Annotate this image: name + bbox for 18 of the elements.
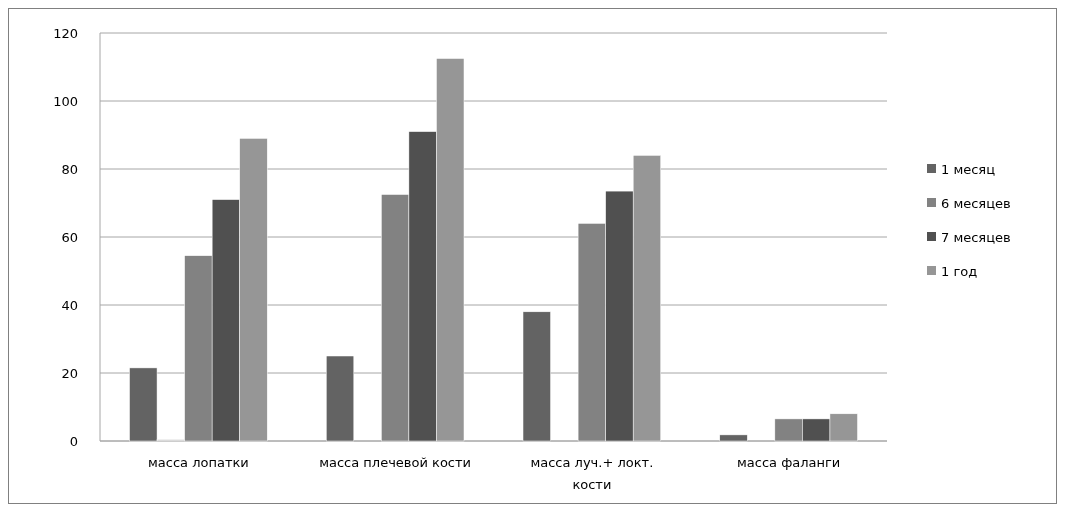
y-tick-label: 120 (53, 25, 78, 41)
x-tick-label: масса луч.+ локт. кости (530, 455, 654, 492)
y-tick-label: 100 (53, 93, 78, 109)
bar (719, 434, 748, 442)
legend-label: 1 год (941, 263, 978, 279)
legend-label: 6 месяцев (941, 195, 1011, 211)
x-tick-label: масса фаланги (736, 455, 841, 470)
y-tick-label: 80 (61, 161, 78, 177)
legend-label: 1 месяц (941, 161, 996, 177)
y-tick-label: 20 (61, 365, 78, 381)
bar (326, 355, 355, 442)
y-tick-label: 60 (61, 229, 78, 245)
bar (522, 311, 551, 442)
y-tick-label: 0 (69, 433, 78, 449)
legend-label: 7 месяцев (941, 229, 1011, 245)
x-tick-label: масса плечевой кости (319, 455, 472, 470)
x-tick-label: масса лопатки (147, 455, 249, 470)
y-tick-label: 40 (61, 297, 78, 313)
